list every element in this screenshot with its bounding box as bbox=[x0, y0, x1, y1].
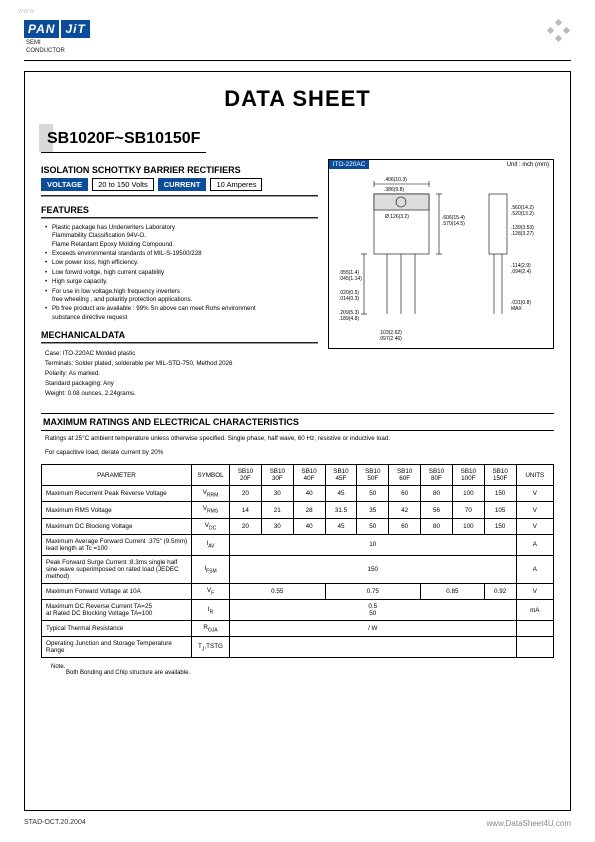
mech-item: Standard packaging: Any bbox=[41, 379, 318, 389]
left-column: ISOLATION SCHOTTKY BARRIER RECTIFIERS VO… bbox=[41, 159, 318, 399]
table-row: Peak Forward Surge Current :8.3ms single… bbox=[42, 555, 554, 583]
feature-item: For use in low voltage,high frequency in… bbox=[45, 288, 318, 305]
table-header: SB1040F bbox=[293, 465, 325, 486]
mech-item: Polarity: As marked. bbox=[41, 369, 318, 379]
package-diagram: ITO-220AC Unit : inch (mm) bbox=[328, 159, 554, 349]
table-header: SB1030F bbox=[261, 465, 293, 486]
svg-text:.014(0.3): .014(0.3) bbox=[339, 296, 359, 302]
svg-text:.097(2.46): .097(2.46) bbox=[379, 336, 402, 342]
footnote-text: Both Bonding and Chip structure are avai… bbox=[66, 670, 190, 676]
part-number: SB1020F~SB10150F bbox=[41, 126, 206, 153]
svg-text:.570(14.5): .570(14.5) bbox=[442, 221, 465, 227]
feature-item: Low forwrd voltge, high current capabili… bbox=[45, 269, 318, 277]
feature-item: Exceeds environmental standards of MIL-S… bbox=[45, 250, 318, 258]
section-rule-3 bbox=[41, 342, 318, 344]
current-value: 10 Amperes bbox=[210, 178, 262, 191]
voltage-label: VOLTAGE bbox=[41, 178, 88, 191]
mech-item: Case: ITO-220AC Molded plastic bbox=[41, 349, 318, 359]
current-label: CURRENT bbox=[158, 178, 207, 191]
top-columns: ISOLATION SCHOTTKY BARRIER RECTIFIERS VO… bbox=[41, 159, 554, 399]
table-row: Maximum Average Forward Current .375" (9… bbox=[42, 534, 554, 555]
logo-left: PAN bbox=[24, 20, 59, 38]
table-row: Maximum Recurrent Peak Reverse VoltageVR… bbox=[42, 486, 554, 502]
table-header: SB1045F bbox=[325, 465, 357, 486]
watermark-top-left: www bbox=[18, 8, 35, 15]
svg-text:.094(2.4): .094(2.4) bbox=[511, 269, 531, 275]
features-list: Plastic package has Underwriters Laborat… bbox=[41, 224, 318, 322]
footer: STAD-OCT.20.2004 www.DataSheet4U.com bbox=[24, 819, 571, 828]
ratings-table: PARAMETERSYMBOLSB1020FSB1030FSB1040FSB10… bbox=[41, 464, 554, 658]
table-row: Maximum DC Blocking VoltageVDC2030404550… bbox=[42, 518, 554, 534]
package-unit: Unit : inch (mm) bbox=[507, 162, 549, 168]
table-header: SB1080F bbox=[421, 465, 453, 486]
table-header: SB10100F bbox=[452, 465, 484, 486]
footer-right: www.DataSheet4U.com bbox=[487, 819, 571, 828]
svg-text:MAX: MAX bbox=[511, 306, 523, 312]
feature-item: High surge capacity. bbox=[45, 278, 318, 286]
feature-item: Pb free product are available : 99% Sn a… bbox=[45, 305, 318, 322]
table-header: SB10150F bbox=[484, 465, 516, 486]
footnote-label: Note. bbox=[51, 664, 65, 670]
ratings-note-1: Ratings at 25°C ambient temperature unle… bbox=[41, 431, 554, 446]
logo: PAN JiT SEMI CONDUCTOR bbox=[24, 20, 90, 54]
product-subtitle: ISOLATION SCHOTTKY BARRIER RECTIFIERS bbox=[41, 165, 318, 175]
mech-heading: MECHANICALDATA bbox=[41, 330, 318, 340]
table-header: SYMBOL bbox=[192, 465, 230, 486]
decorative-dots bbox=[541, 20, 571, 50]
svg-text:.406(10.3): .406(10.3) bbox=[384, 177, 407, 183]
table-header: PARAMETER bbox=[42, 465, 192, 486]
footer-left: STAD-OCT.20.2004 bbox=[24, 819, 86, 828]
spec-row: VOLTAGE 20 to 150 Volts CURRENT 10 Amper… bbox=[41, 178, 318, 191]
svg-text:.045(1.14): .045(1.14) bbox=[339, 276, 362, 282]
package-drawing: .406(10.3) .386(9.8) .606(15.4) .570(14.… bbox=[339, 174, 549, 344]
content-frame: DATA SHEET SB1020F~SB10150F ISOLATION SC… bbox=[24, 71, 571, 811]
logo-sub2: CONDUCTOR bbox=[26, 48, 90, 54]
mech-data: Case: ITO-220AC Molded plasticTerminals:… bbox=[41, 349, 318, 399]
ratings-note-2: For capacitive load, derate current by 2… bbox=[41, 445, 554, 460]
svg-text:.386(9.8): .386(9.8) bbox=[384, 187, 404, 193]
table-header: SB1060F bbox=[389, 465, 421, 486]
table-header: SB1020F bbox=[230, 465, 262, 486]
svg-text:.189(4.8): .189(4.8) bbox=[339, 316, 359, 322]
table-header: SB1050F bbox=[357, 465, 389, 486]
footnote: Note. Both Bonding and Chip structure ar… bbox=[41, 664, 554, 676]
logo-right: JiT bbox=[61, 20, 89, 38]
table-header: UNITS bbox=[516, 465, 553, 486]
svg-text:Ø.126(3.2): Ø.126(3.2) bbox=[385, 214, 409, 220]
divider-top bbox=[24, 60, 571, 61]
table-row: Operating Junction and Storage Temperatu… bbox=[42, 637, 554, 658]
top-bar: PAN JiT SEMI CONDUCTOR bbox=[24, 20, 571, 54]
voltage-value: 20 to 150 Volts bbox=[92, 178, 154, 191]
feature-item: Low power loss, high efficiency. bbox=[45, 259, 318, 267]
svg-text:.520(13.2): .520(13.2) bbox=[511, 211, 534, 217]
table-row: Maximum Forward Voltage at 10AVF0.550.75… bbox=[42, 583, 554, 599]
page-title: DATA SHEET bbox=[41, 86, 554, 112]
svg-text:.128(3.27): .128(3.27) bbox=[511, 231, 534, 237]
table-row: Maximum RMS VoltageVRMS14212831.53542567… bbox=[42, 502, 554, 518]
mech-item: Weight: 0.08 ounces, 2.24grams. bbox=[41, 389, 318, 399]
section-rule-1 bbox=[41, 195, 318, 197]
table-row: Typical Thermal ResistanceROJA/ W bbox=[42, 621, 554, 637]
section-rule-2 bbox=[41, 217, 318, 219]
features-heading: FEATURES bbox=[41, 205, 318, 215]
mech-item: Terminals: Solder plated, solderable per… bbox=[41, 359, 318, 369]
ratings-heading: MAXIMUM RATINGS AND ELECTRICAL CHARACTER… bbox=[41, 413, 554, 431]
right-column: ITO-220AC Unit : inch (mm) bbox=[328, 159, 554, 399]
logo-sub1: SEMI bbox=[26, 40, 90, 46]
package-label: ITO-220AC bbox=[329, 160, 370, 169]
table-row: Maximum DC Reverse Current TA=25at Rated… bbox=[42, 600, 554, 621]
feature-item: Plastic package has Underwriters Laborat… bbox=[45, 224, 318, 249]
